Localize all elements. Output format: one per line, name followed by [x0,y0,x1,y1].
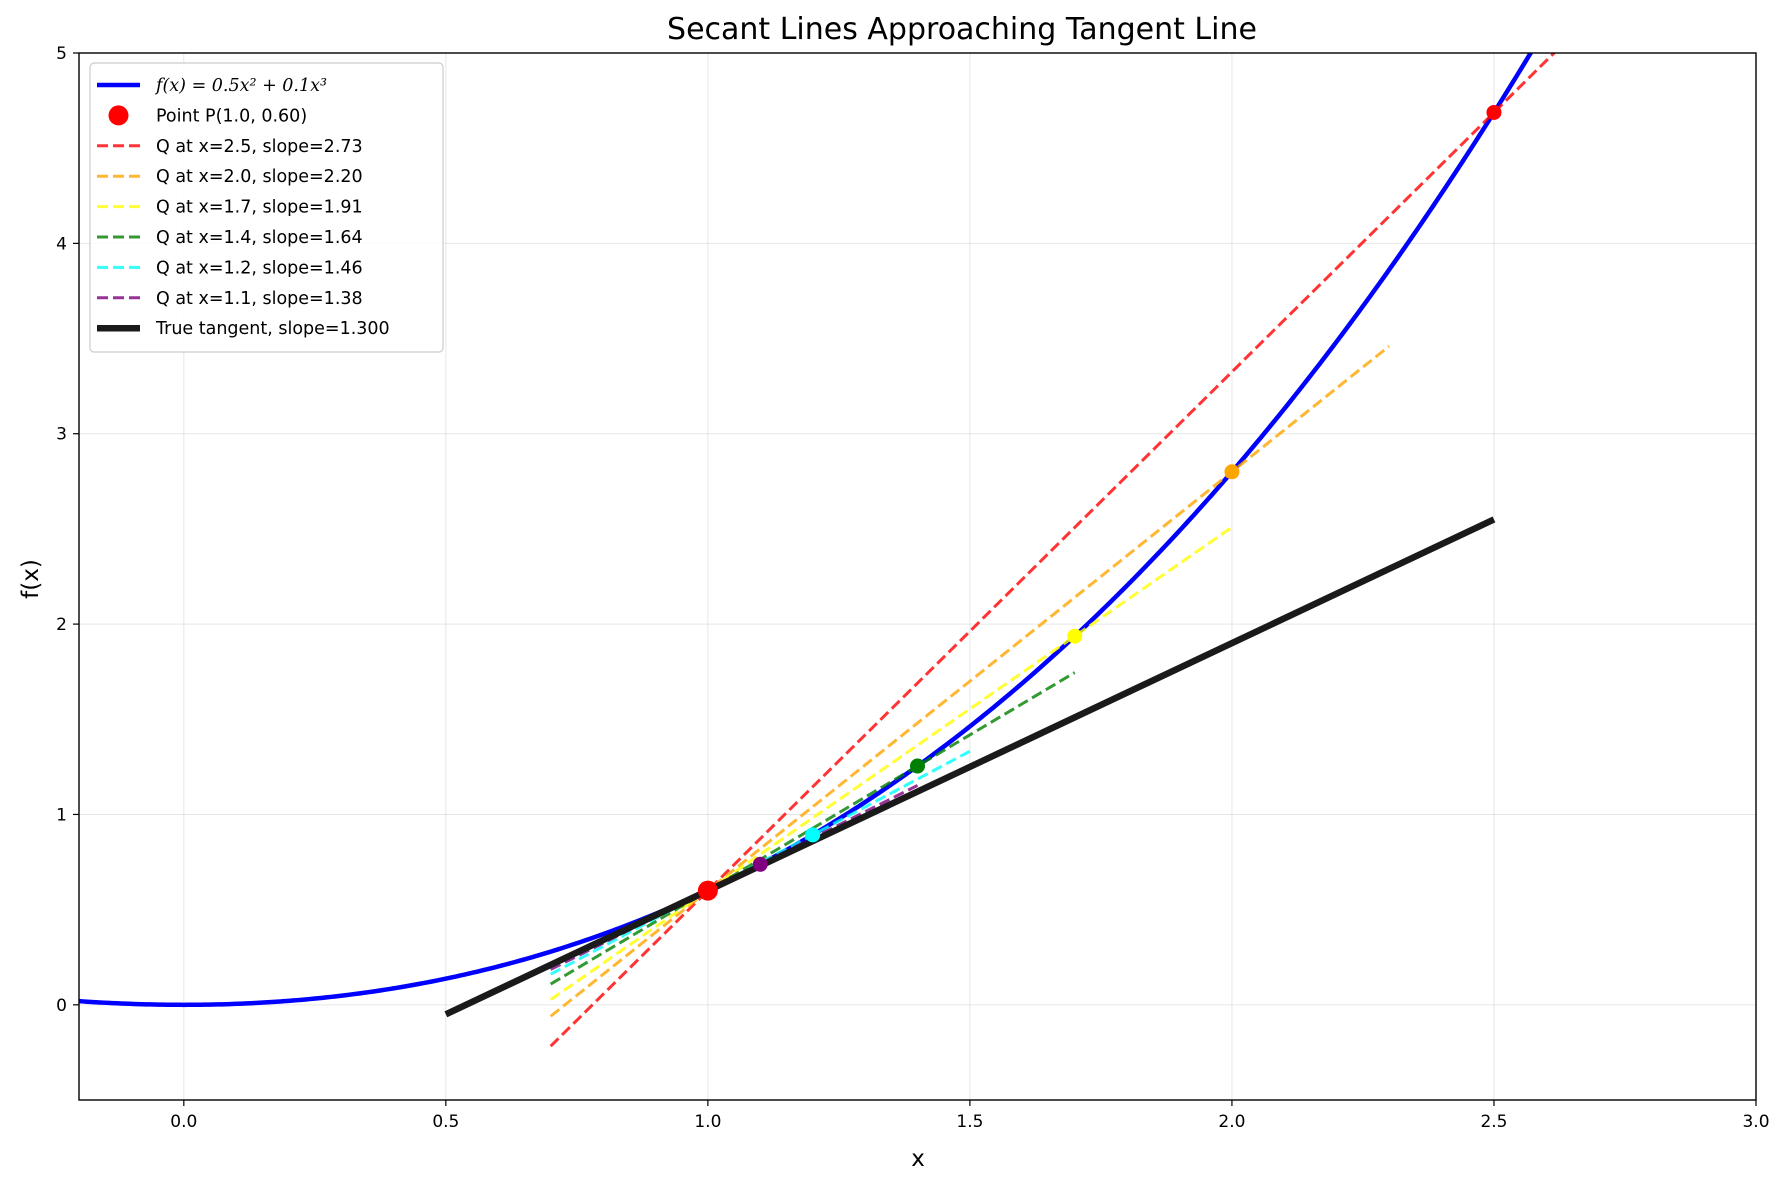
chart-title: Secant Lines Approaching Tangent Line [667,12,1257,47]
secant-line-2 [549,525,1233,1001]
q-point-1 [1224,464,1240,480]
legend-label-secant-2: Q at x=1.7, slope=1.91 [156,198,363,218]
tangent-line [444,516,1496,1018]
x-tick-label-1: 0.5 [432,1112,459,1132]
axis-ticks: 0.0 0.5 1.0 1.5 2.0 2.5 3.0 0 1 2 3 4 5 [56,44,1769,1132]
secant-line-1 [549,344,1391,1018]
q-point-5 [752,856,768,872]
secant-line-0 [549,53,1557,1048]
y-tick-label-2: 2 [56,615,67,635]
legend-label-secant-4: Q at x=1.2, slope=1.46 [156,258,363,278]
x-tick-label-3: 1.5 [956,1112,983,1132]
legend-label-point: Point P(1.0, 0.60) [156,106,307,126]
y-tick-label-1: 1 [56,805,67,825]
x-tick-label-6: 3.0 [1742,1112,1769,1132]
q-point-4 [805,827,821,843]
legend-label-secant-1: Q at x=2.0, slope=2.20 [156,167,363,187]
x-tick-label-5: 2.5 [1480,1112,1507,1132]
legend-box [89,62,444,353]
x-axis-title: x [911,1146,925,1172]
x-tick-label-4: 2.0 [1218,1112,1245,1132]
y-tick-label-5: 5 [56,44,67,64]
legend-label-secant-3: Q at x=1.4, slope=1.64 [156,228,363,248]
plot-area [79,53,1557,1048]
legend-label-tangent: True tangent, slope=1.300 [155,319,390,339]
q-point-2 [1067,628,1083,644]
legend-swatch-point [108,105,129,126]
legend: f(x) = 0.5x² + 0.1x³ Point P(1.0, 0.60) Q … [89,62,444,353]
y-tick-label-0: 0 [56,996,67,1016]
q-point-3 [910,758,925,774]
y-tick-label-4: 4 [56,234,67,254]
axes-frame [78,52,1757,1101]
legend-label-secant-5: Q at x=1.1, slope=1.38 [156,289,363,309]
point-p [697,880,718,901]
x-tick-label-2: 1.0 [694,1112,721,1132]
legend-label-curve: f(x) = 0.5x² + 0.1x³ [154,76,327,96]
q-point-0 [1486,104,1502,120]
y-axis-title: f(x) [18,559,44,599]
y-tick-label-3: 3 [56,425,67,445]
x-tick-label-0: 0.0 [170,1112,197,1132]
legend-label-secant-0: Q at x=2.5, slope=2.73 [156,137,363,157]
